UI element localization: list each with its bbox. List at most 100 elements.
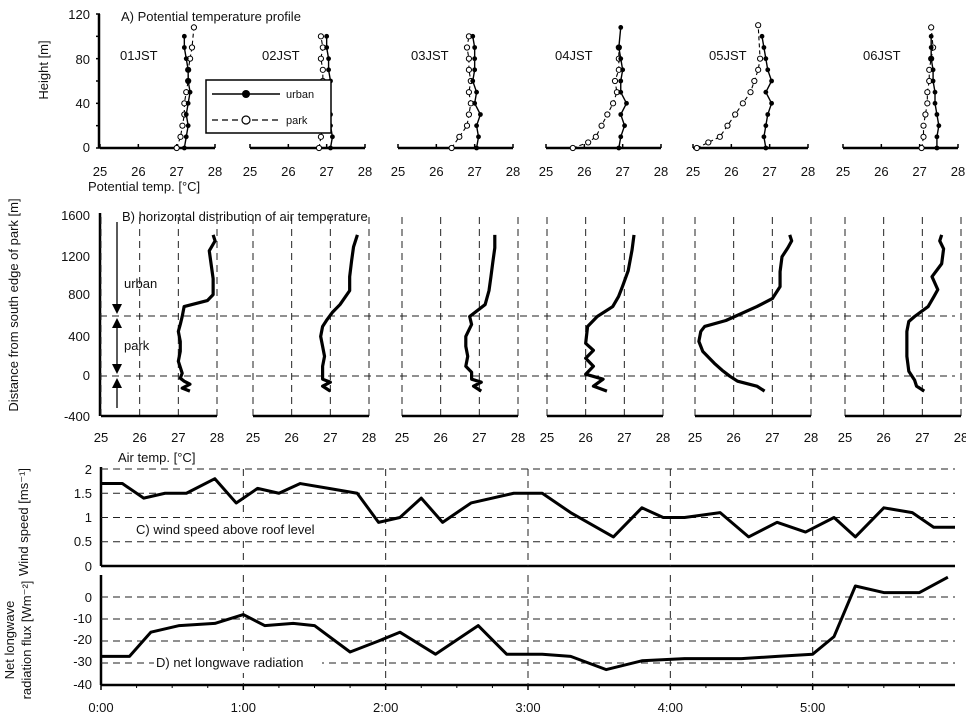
panel-b-xtick-label: 26 — [132, 430, 146, 445]
panel-a-xtick-label: 25 — [93, 164, 107, 179]
panel-a-xtick-label: 26 — [724, 164, 738, 179]
urban-profile-point — [763, 123, 769, 129]
panel-b-xtick-label: 28 — [362, 430, 376, 445]
urban-profile-point — [934, 134, 940, 140]
air-temperature-trace — [905, 234, 946, 393]
urban-profile-point — [330, 134, 335, 140]
urban-profile-point — [928, 33, 934, 39]
park-profile-point — [319, 66, 326, 73]
urban-profile-point — [470, 78, 476, 84]
park-profile-point — [188, 44, 196, 51]
urban-profile-point — [759, 33, 765, 39]
park-profile-point — [592, 133, 599, 140]
panel-b-xtick-label: 25 — [395, 430, 409, 445]
panel-c-ytick: 0 — [85, 559, 92, 574]
panel-b-xtick-label: 28 — [210, 430, 224, 445]
urban-profile-point — [472, 67, 478, 73]
urban-profile-point — [618, 78, 624, 84]
park-profile-point — [705, 139, 712, 146]
park-profile-point — [756, 55, 764, 62]
park-profile-point — [716, 133, 723, 140]
panel-a-subplot-label: 05JST — [709, 48, 747, 63]
panel-b-xtick-label: 26 — [726, 430, 740, 445]
park-profile-point — [317, 33, 325, 40]
park-profile-point — [604, 111, 611, 118]
park-profile-point — [920, 133, 927, 140]
panel-b-title: B) horizontal distribution of air temper… — [122, 209, 368, 224]
panel-b-xtick-label: 28 — [656, 430, 670, 445]
panel-d-ytick: 0 — [85, 590, 92, 605]
panel-a-xtick-label: 28 — [208, 164, 222, 179]
park-profile-point — [755, 22, 762, 29]
panel-d-title-bg — [154, 651, 322, 673]
panel-a-xtick-label: 27 — [762, 164, 776, 179]
panel-a-xtick-label: 28 — [801, 164, 815, 179]
legend-urban-label: urban — [286, 89, 314, 101]
urban-profile-point — [187, 89, 193, 95]
zone-label-urban: urban — [124, 276, 157, 291]
zone-arrows: urban park — [112, 222, 157, 408]
panel-a-xtick-label: 27 — [319, 164, 333, 179]
urban-profile-point — [185, 123, 191, 129]
zone-label-park: park — [124, 338, 150, 353]
urban-profile-point — [618, 89, 624, 95]
panel-c-ytick: 2 — [85, 462, 92, 477]
park-profile-point — [465, 55, 473, 62]
panel-b-xlabel: Air temp. [°C] — [118, 450, 195, 465]
park-profile-point — [918, 144, 925, 152]
south-arrow-head — [112, 378, 122, 388]
urban-profile-point — [932, 89, 938, 95]
park-profile-point — [465, 111, 473, 118]
panel-c-wind-speed: Wind speed [ms⁻¹] 2 1.5 1 0.5 0 C) wind … — [16, 462, 955, 576]
panel-a-xtick-label: 28 — [654, 164, 668, 179]
panel-d-xtick-label: 1:00 — [231, 700, 256, 715]
urban-profile-point — [769, 100, 774, 106]
urban-profile-point — [183, 134, 189, 140]
urban-profile-point — [936, 123, 942, 129]
panel-b-xtick-label: 26 — [433, 430, 447, 445]
urban-profile-point — [763, 56, 769, 62]
panel-b-xtick-label: 26 — [284, 430, 298, 445]
air-temperature-trace — [464, 234, 497, 393]
panel-a-ytick: 120 — [68, 7, 90, 22]
urban-profile-point — [618, 56, 624, 62]
panel-d-xtick-label: 2:00 — [373, 700, 398, 715]
park-profile-point — [732, 111, 739, 118]
panel-b-xtick-label: 27 — [915, 430, 929, 445]
urban-profile-point — [326, 56, 331, 62]
urban-profile-point — [328, 145, 333, 151]
urban-profile-point — [618, 134, 624, 140]
park-profile-point — [751, 77, 758, 85]
panel-b-xtick-label: 25 — [838, 430, 852, 445]
panel-a-ytick: 0 — [83, 140, 90, 155]
park-profile-line — [451, 36, 472, 149]
panel-a-xtick-label: 26 — [131, 164, 145, 179]
panel-b-xtick-label: 27 — [472, 430, 486, 445]
park-profile-point — [317, 55, 325, 62]
panel-a-xtick-label: 27 — [169, 164, 183, 179]
panel-d-ytick: -20 — [73, 632, 92, 647]
panel-a-title: A) Potential temperature profile — [121, 9, 301, 24]
wind-speed-series — [101, 477, 955, 539]
urban-profile-point — [930, 78, 936, 84]
panel-b-ytick: 0 — [83, 368, 90, 383]
panel-a-xtick-label: 27 — [912, 164, 926, 179]
legend-urban-marker — [242, 90, 250, 98]
panel-b-xtick-label: 28 — [954, 430, 966, 445]
park-arrow-head-up — [112, 318, 122, 328]
urban-profile-point — [934, 112, 940, 117]
park-profile-point — [609, 100, 617, 107]
park-profile-point — [465, 89, 473, 96]
urban-profile-point — [618, 112, 624, 117]
urban-profile-point — [474, 123, 479, 129]
panel-a-xtick-label: 25 — [391, 164, 405, 179]
legend-park-label: park — [286, 115, 308, 127]
panel-d-ylabel-1: Net longwave — [2, 601, 17, 680]
park-profile-point — [585, 139, 592, 146]
panel-c-ytick: 1.5 — [74, 486, 92, 501]
panel-a-xtick-label: 26 — [874, 164, 888, 179]
longwave-series — [101, 575, 949, 672]
panel-d-xtick-label: 4:00 — [658, 700, 683, 715]
panel-a-xtick-label: 27 — [615, 164, 629, 179]
